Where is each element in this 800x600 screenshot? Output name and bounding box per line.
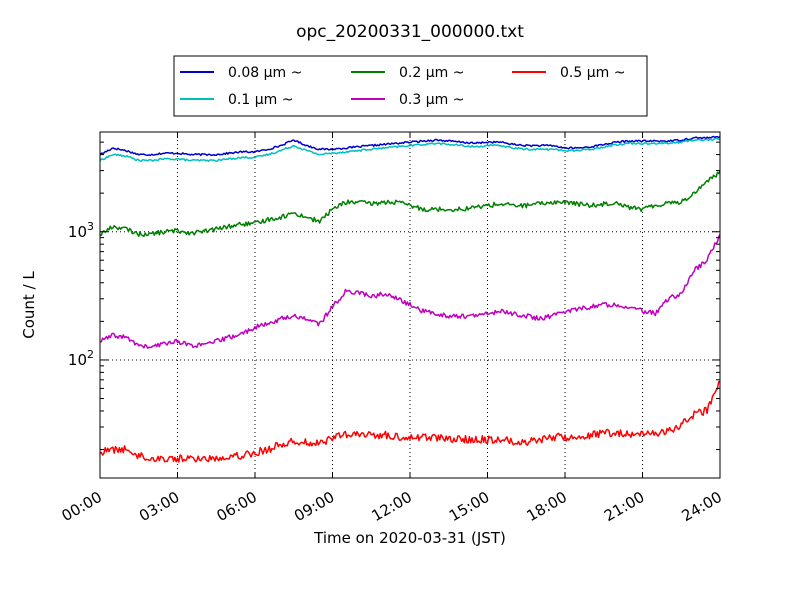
x-tick-label: 03:00 (136, 488, 182, 525)
series-line (99, 137, 721, 163)
grid-lines (100, 132, 720, 478)
axis-ticks (99, 131, 721, 478)
x-axis-label: Time on 2020-03-31 (JST) (313, 529, 506, 547)
y-tick-labels: 102 103 (68, 220, 94, 369)
x-tick-label: 24:00 (679, 488, 725, 525)
legend-label: 0.5 μm ~ (560, 65, 625, 81)
chart-title: opc_20200331_000000.txt (296, 22, 524, 42)
x-tick-label: 15:00 (446, 488, 492, 525)
series-line (100, 170, 721, 238)
legend-box (173, 55, 648, 117)
y-tick-label: 103 (68, 220, 94, 241)
x-tick-label: 18:00 (524, 488, 570, 525)
legend-label: 0.08 μm ~ (228, 65, 302, 81)
series-layer (99, 135, 721, 463)
legend: 0.08 μm ~ 0.1 μm ~ 0.2 μm ~ 0.3 μm ~ 0.5 μm … (173, 55, 648, 117)
x-tick-label: 12:00 (369, 488, 415, 525)
x-tick-label: 09:00 (291, 488, 337, 525)
x-tick-label: 00:00 (59, 488, 105, 525)
legend-label: 0.3 μm ~ (399, 92, 464, 108)
legend-label: 0.1 μm ~ (228, 92, 293, 108)
x-tick-label: 21:00 (601, 488, 647, 525)
series-line (99, 233, 721, 349)
x-tick-labels: 00:00 03:00 06:00 09:00 12:00 15:00 18:00 21:00… (59, 488, 725, 525)
series-line (99, 135, 721, 157)
y-axis-label: Count / L (20, 271, 38, 339)
x-tick-label: 06:00 (214, 488, 260, 525)
legend-label: 0.2 μm ~ (399, 65, 464, 81)
series-line (99, 381, 720, 463)
y-tick-label: 102 (68, 348, 94, 369)
